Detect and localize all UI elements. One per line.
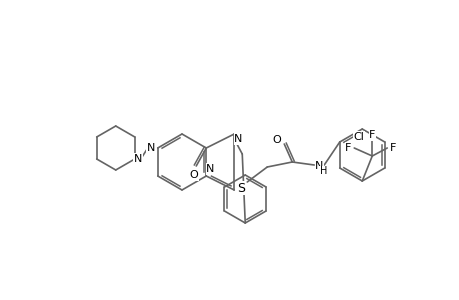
Text: S: S bbox=[237, 182, 245, 194]
Text: F: F bbox=[389, 143, 396, 153]
Text: H: H bbox=[319, 166, 326, 176]
Text: N: N bbox=[146, 143, 155, 153]
Text: F: F bbox=[344, 143, 351, 153]
Text: N: N bbox=[206, 164, 214, 174]
Text: N: N bbox=[133, 154, 142, 164]
Text: Cl: Cl bbox=[353, 132, 364, 142]
Text: O: O bbox=[190, 170, 198, 180]
Text: N: N bbox=[234, 134, 242, 144]
Text: F: F bbox=[368, 130, 375, 140]
Text: O: O bbox=[272, 135, 281, 145]
Text: N: N bbox=[314, 161, 323, 171]
